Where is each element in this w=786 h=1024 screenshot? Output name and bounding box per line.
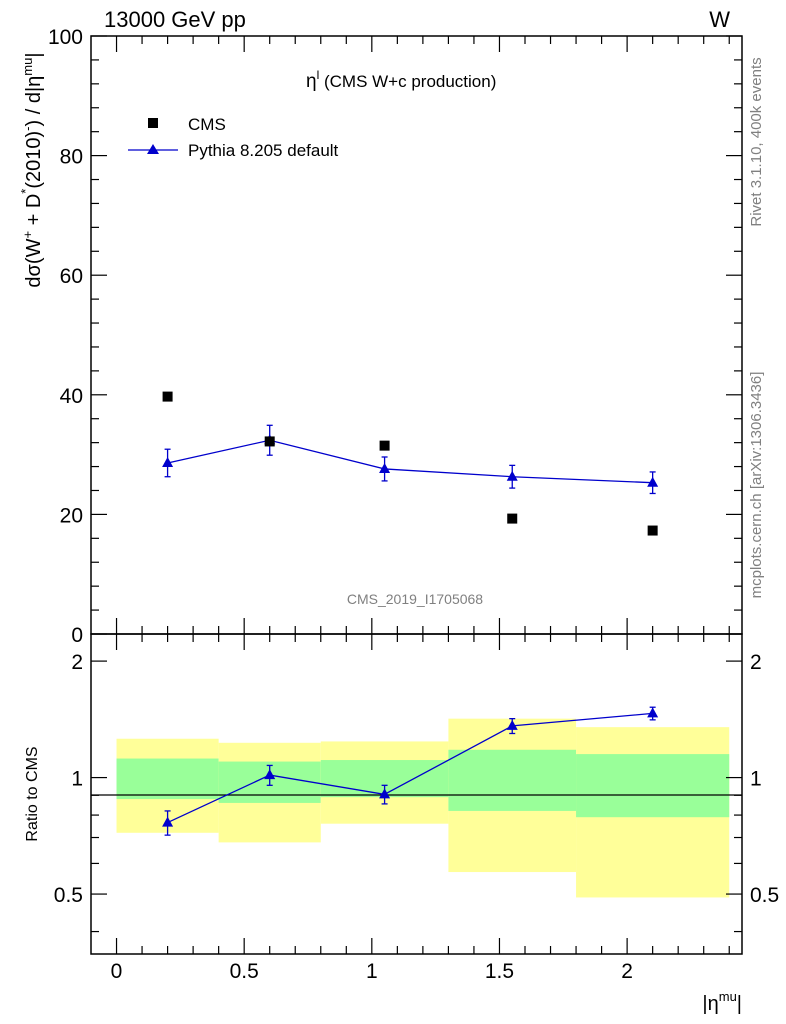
mc-point <box>647 707 659 718</box>
legend-mc-marker <box>147 144 159 154</box>
tick-label: 60 <box>60 265 83 288</box>
ylabel-sup3: - <box>20 126 35 130</box>
cms-data-series <box>162 391 658 536</box>
rivet-version-label: Rivet 3.1.10, 400k events <box>748 57 765 226</box>
mc-point <box>264 769 276 780</box>
ratio-inner-band <box>116 758 219 800</box>
mc-point <box>506 719 518 730</box>
ratio-y-axis-label: Ratio to CMS <box>24 746 41 841</box>
tick-label: 40 <box>60 385 83 408</box>
tick-label: 80 <box>60 146 83 169</box>
tick-label: 20 <box>60 504 83 527</box>
ylabel-sup2: * <box>18 189 33 194</box>
mc-line <box>167 439 653 484</box>
mc-series-main <box>162 424 659 495</box>
xlabel-main: |η <box>702 993 718 1015</box>
ylabel-sup4: mu <box>20 58 35 76</box>
ylabel-part4: ) / d|η <box>23 76 45 127</box>
ylabel-part5: | <box>23 52 45 57</box>
mc-point <box>506 470 518 481</box>
tick-label: 2 <box>621 960 633 983</box>
cms-data-point <box>264 436 275 447</box>
legend-cms-label: CMS <box>188 115 226 134</box>
cms-data-point <box>647 525 658 536</box>
main-y-axis-label: dσ(W+ + D*(2010)-) / d|ηmu| <box>18 52 45 287</box>
xlabel-sup: mu <box>719 989 737 1004</box>
legend-mc-label: Pythia 8.205 default <box>188 141 339 160</box>
ratio-inner-band <box>448 749 577 811</box>
mc-series-ratio <box>162 706 659 836</box>
tick-label: 0.5 <box>54 884 83 907</box>
cms-data-point <box>379 440 390 451</box>
tick-label: 1 <box>366 960 378 983</box>
tick-label: 1 <box>71 768 83 791</box>
mc-point <box>379 788 391 799</box>
tick-label: 0 <box>111 960 123 983</box>
legend: CMS Pythia 8.205 default <box>128 115 339 160</box>
tick-label: 0 <box>71 624 83 647</box>
x-axis-label: |ηmu| <box>702 989 742 1015</box>
header-energy-label: 13000 GeV pp <box>104 7 246 32</box>
header-process-label: W <box>709 7 730 32</box>
tick-label: 1 <box>750 768 762 791</box>
ratio-inner-band <box>576 754 730 818</box>
ratio-uncertainty-bands <box>116 718 730 898</box>
legend-cms-marker <box>148 118 158 128</box>
mc-point <box>162 816 174 827</box>
tick-label: 100 <box>48 26 83 49</box>
axis-ticks <box>91 35 742 954</box>
plot-title-symbol: η <box>306 71 317 92</box>
tick-label: 2 <box>750 651 762 674</box>
tick-label: 0.5 <box>750 884 779 907</box>
mcplots-label: mcplots.cern.ch [arXiv:1306.3436] <box>748 372 765 599</box>
ratio-plot-frame <box>90 633 743 955</box>
plot-title-text: (CMS W+c production) <box>319 72 496 91</box>
cms-data-point <box>162 391 173 402</box>
ylabel-part2: + D <box>23 194 45 231</box>
tick-label: 0.5 <box>230 960 259 983</box>
axis-tick-labels: 0 20 40 60 80 100 0 0.5 1 1.5 2 0.5 0.5 1 1 2 2 <box>48 26 779 983</box>
plot-title: ηl (CMS W+c production) <box>306 68 496 92</box>
tick-label: 2 <box>71 651 83 674</box>
ylabel-sup1: + <box>20 231 35 239</box>
mc-point <box>162 456 174 467</box>
xlabel-close: | <box>737 993 742 1015</box>
ylabel-part1: dσ(W <box>23 238 45 287</box>
analysis-watermark: CMS_2019_I1705068 <box>347 591 483 607</box>
mc-point <box>379 462 391 473</box>
ylabel-part3: (2010) <box>23 131 45 189</box>
cms-data-point <box>507 513 518 524</box>
plot-title-sup: l <box>317 68 320 82</box>
tick-label: 1.5 <box>485 960 514 983</box>
mc-point <box>647 476 659 487</box>
